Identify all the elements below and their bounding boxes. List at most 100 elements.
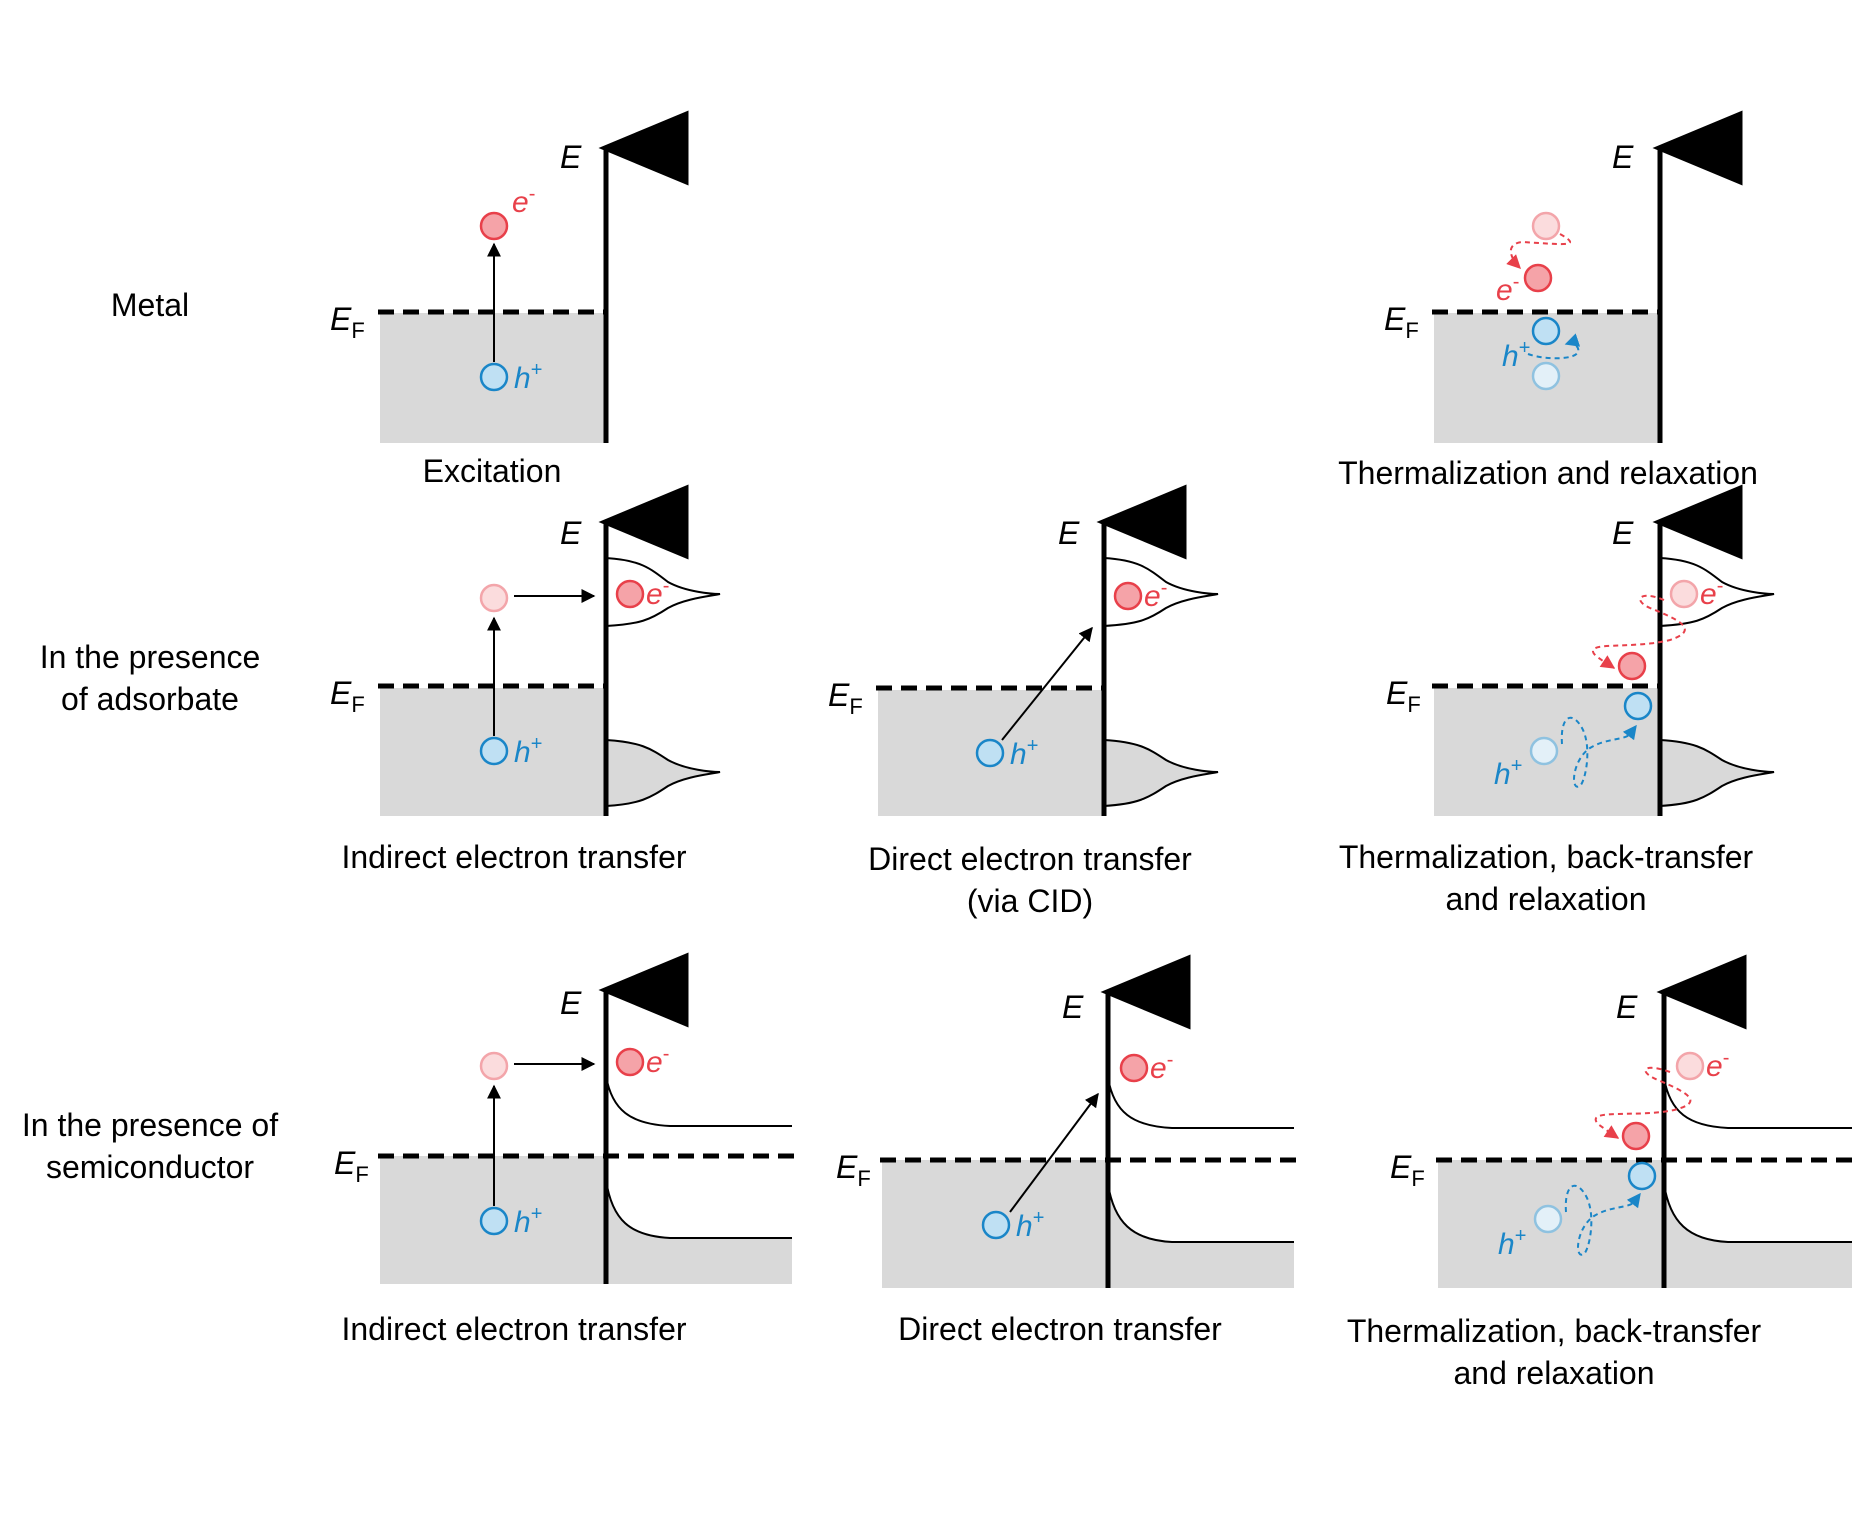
semiconductor-valence-band-fill (1108, 1184, 1294, 1288)
electron-label: e- (1496, 271, 1519, 307)
direct-transfer-arrow (1001, 626, 1093, 741)
energy-axis-label: E (560, 515, 582, 551)
hole-label: h+ (1502, 337, 1530, 373)
hole-back-transfer-arrow (1560, 716, 1637, 788)
electron-circle (1617, 651, 1647, 681)
panel-adsorbate-direct: E EF h+ e- Direct electron transfer (via… (828, 484, 1219, 919)
electron-back-transfer-arrow (1594, 1066, 1692, 1139)
energy-axis-label: E (1058, 515, 1080, 551)
energy-axis-label: E (1616, 989, 1638, 1025)
electron-faded-circle (1669, 579, 1699, 609)
fermi-level-label: EF (836, 1149, 871, 1191)
hole-circle (1531, 316, 1561, 346)
electron-label: e- (1700, 575, 1723, 611)
electron-circle (615, 1047, 645, 1077)
hole-label: h+ (1498, 1225, 1526, 1261)
caption-thermal-back-2-line1: Thermalization, back-transfer (1347, 1313, 1762, 1349)
valence-band-edge (1107, 1183, 1294, 1243)
caption-thermal-back-2-line2: and relaxation (1453, 1355, 1654, 1391)
row-label-semiconductor-line2: semiconductor (46, 1149, 254, 1185)
caption-direct: Direct electron transfer (898, 1311, 1222, 1347)
adsorbate-occupied-dos (1103, 738, 1219, 808)
caption-thermal-back-line1: Thermalization, back-transfer (1339, 839, 1754, 875)
panel-metal-excitation: E EF h+ e- Excitation (330, 110, 689, 489)
electron-circle (1621, 1121, 1651, 1151)
caption-direct-cid-line2: (via CID) (967, 883, 1093, 919)
adsorbate-occupied-dos (1659, 738, 1775, 808)
caption-thermalization: Thermalization and relaxation (1338, 455, 1758, 491)
energy-axis-label: E (1612, 515, 1634, 551)
energy-axis-label: E (560, 985, 582, 1021)
energy-axis-label: E (560, 139, 582, 175)
panel-adsorbate-thermalization: E EF e- h+ Thermalization, back-transfer… (1339, 484, 1775, 917)
fermi-level-label: EF (828, 677, 863, 719)
hole-label: h+ (1494, 755, 1522, 791)
electron-circle (1113, 581, 1143, 611)
electron-back-transfer-arrow (1592, 594, 1686, 669)
adsorbate-unoccupied-dos (1103, 557, 1219, 627)
electron-circle (1523, 263, 1553, 293)
hole-circle (479, 1206, 509, 1236)
electron-circle (479, 211, 509, 241)
hole-circle (479, 736, 509, 766)
adsorbate-unoccupied-dos (1659, 557, 1775, 627)
hole-relaxation-arrow (1527, 333, 1581, 360)
caption-direct-cid-line1: Direct electron transfer (868, 841, 1192, 877)
electron-label: e- (646, 1043, 669, 1079)
caption-indirect-2: Indirect electron transfer (341, 1311, 686, 1347)
panel-semiconductor-direct: E EF h+ e- Direct electron transfer (836, 954, 1298, 1347)
fermi-level-label: EF (330, 301, 365, 343)
row-label-metal: Metal (111, 287, 189, 323)
electron-faded-circle (479, 1051, 509, 1081)
electron-faded-circle (1675, 1051, 1705, 1081)
adsorbate-occupied-dos (605, 738, 721, 808)
adsorbate-unoccupied-dos (605, 557, 721, 627)
caption-indirect: Indirect electron transfer (341, 839, 686, 875)
conduction-band-edge (1107, 1077, 1294, 1129)
fermi-level-label: EF (334, 1145, 369, 1187)
conduction-band-edge (1663, 1077, 1852, 1129)
electron-faded-circle (479, 583, 509, 613)
hole-faded-circle (1529, 736, 1559, 766)
hole-label: h+ (514, 1203, 542, 1239)
hole-label: h+ (514, 733, 542, 769)
panel-semiconductor-thermalization: E EF e- h+ Thermalization, back-transfer… (1347, 954, 1856, 1391)
hole-label: h+ (1010, 735, 1038, 771)
electron-label: e- (1706, 1047, 1729, 1083)
electron-label: e- (646, 575, 669, 611)
semiconductor-valence-band-fill (606, 1180, 792, 1284)
fermi-level-label: EF (1390, 1149, 1425, 1191)
valence-band-edge (1663, 1183, 1852, 1243)
hole-faded-circle (1533, 1204, 1563, 1234)
panel-metal-thermalization: E EF e- h+ Thermalization and relaxation (1338, 110, 1758, 491)
electron-faded-circle (1531, 211, 1561, 241)
electron-thermalization-arrow (1506, 233, 1571, 269)
electron-label: e- (1144, 577, 1167, 613)
energy-axis-label: E (1612, 139, 1634, 175)
hole-faded-circle (1531, 361, 1561, 391)
hole-circle (1623, 691, 1653, 721)
hole-circle (981, 1210, 1011, 1240)
hole-circle (479, 362, 509, 392)
electron-label: e- (1150, 1049, 1173, 1085)
caption-excitation: Excitation (423, 453, 562, 489)
fermi-level-label: EF (1384, 301, 1419, 343)
electron-label: e- (512, 183, 535, 219)
hole-circle (975, 738, 1005, 768)
row-label-adsorbate-line2: of adsorbate (61, 681, 239, 717)
panel-semiconductor-indirect: E EF h+ e- Indirect electron transfer (334, 952, 796, 1347)
row-label-semiconductor-line1: In the presence of (22, 1107, 278, 1143)
semiconductor-valence-band-fill (1664, 1184, 1852, 1288)
direct-transfer-arrow (1009, 1092, 1099, 1213)
electron-circle (1119, 1053, 1149, 1083)
hole-label: h+ (1016, 1207, 1044, 1243)
fermi-level-label: EF (1386, 675, 1421, 717)
row-label-adsorbate-line1: In the presence (40, 639, 261, 675)
electron-circle (615, 579, 645, 609)
caption-thermal-back-line2: and relaxation (1445, 881, 1646, 917)
panel-adsorbate-indirect: E EF h+ e- Indirect electron transfer (330, 484, 721, 875)
hole-back-transfer-arrow (1564, 1184, 1641, 1256)
conduction-band-edge (605, 1075, 792, 1127)
